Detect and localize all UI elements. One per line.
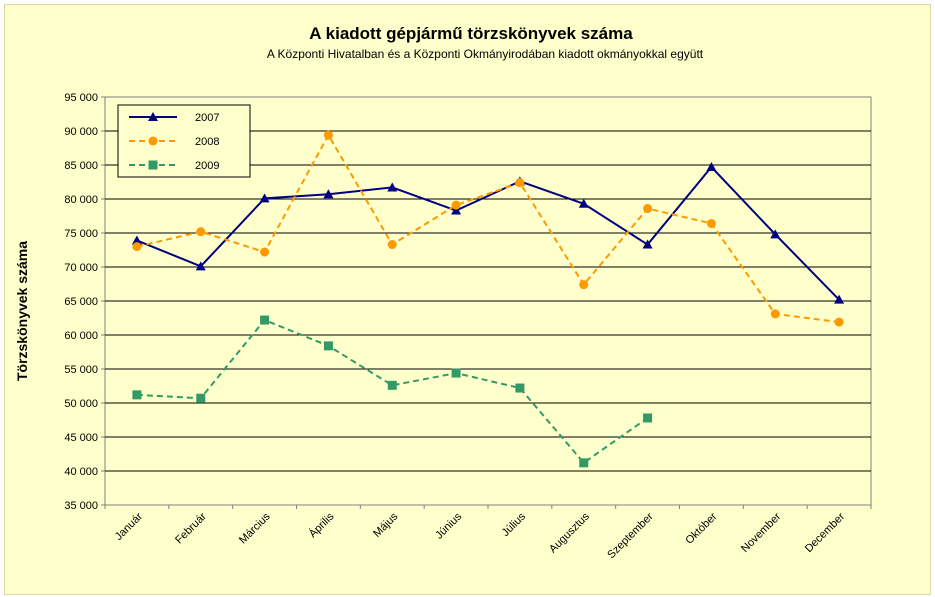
series-line: [136, 165, 840, 301]
data-point: [387, 240, 397, 250]
data-point: [148, 112, 158, 121]
data-point: [196, 393, 206, 403]
series-line: [136, 318, 649, 465]
x-tick-label: November: [739, 510, 784, 555]
data-point: [834, 317, 844, 327]
data-point: [770, 309, 780, 319]
y-tick-label: 70 000: [64, 262, 98, 274]
y-tick-label: 35 000: [64, 500, 98, 512]
y-tick-label: 75 000: [64, 228, 98, 240]
line-chart: A kiadott gépjármű törzskönyvek száma A …: [14, 24, 872, 561]
x-tick-label: Március: [237, 510, 273, 546]
x-tick-label: Július: [500, 510, 529, 539]
data-point: [515, 383, 525, 393]
series-line: [136, 133, 840, 324]
data-point: [148, 160, 158, 170]
x-tick-label: Január: [113, 510, 146, 543]
x-tick-labels: Január Február Március Április Május Június Jú…: [113, 510, 848, 561]
data-point: [706, 162, 717, 172]
data-point: [451, 205, 462, 215]
y-tick-label: 60 000: [64, 330, 98, 342]
data-point: [260, 247, 270, 257]
data-point: [515, 178, 525, 188]
data-point: [131, 235, 142, 245]
series-group: [131, 130, 845, 468]
legend: 2007 2008 2009: [117, 104, 251, 178]
x-tick-label: Június: [433, 510, 464, 541]
series-2009: [132, 315, 653, 468]
data-point: [196, 227, 206, 237]
data-point: [260, 315, 270, 325]
x-tick-label: Október: [683, 510, 719, 546]
data-point: [195, 261, 206, 271]
y-tick-label: 95 000: [64, 92, 98, 104]
y-tick-label: 65 000: [64, 296, 98, 308]
series-2008: [132, 130, 844, 327]
legend-box: [117, 104, 251, 178]
y-tick-label: 55 000: [64, 364, 98, 376]
data-point: [323, 189, 334, 199]
x-tick-label: Május: [371, 510, 401, 540]
y-axis-label: Törzskönyvek száma: [14, 241, 30, 381]
data-point: [387, 182, 398, 192]
data-point: [451, 368, 461, 378]
x-tick-label: December: [803, 510, 848, 555]
data-point: [132, 390, 142, 400]
series-2007: [131, 162, 845, 304]
data-point: [706, 218, 716, 228]
data-point: [642, 239, 653, 249]
y-tick-label: 50 000: [64, 398, 98, 410]
x-tick-label: Szeptember: [605, 510, 656, 561]
data-point: [323, 130, 333, 140]
data-point: [132, 242, 142, 252]
data-point: [770, 229, 781, 239]
data-point: [323, 341, 333, 351]
y-tick-label: 85 000: [64, 160, 98, 172]
chart-title: A kiadott gépjármű törzskönyvek száma: [309, 24, 633, 43]
data-point: [387, 380, 397, 390]
x-tick-label: Április: [306, 510, 337, 541]
data-point: [643, 204, 653, 214]
chart-subtitle: A Központi Hivatalban és a Központi Okmá…: [267, 47, 704, 61]
data-point: [643, 413, 653, 423]
legend-label: 2008: [195, 136, 219, 148]
data-point: [579, 458, 589, 468]
x-tick-label: Február: [173, 510, 209, 546]
y-tick-label: 90 000: [64, 126, 98, 138]
y-tick-label: 80 000: [64, 194, 98, 206]
y-tick-label: 40 000: [64, 466, 98, 478]
chart-frame: A kiadott gépjármű törzskönyvek száma A …: [4, 4, 931, 595]
y-tick-label: 45 000: [64, 432, 98, 444]
data-point: [578, 198, 589, 208]
y-tick-labels: 35 000 40 000 45 000 50 000 55 000 60 000 65 0…: [64, 92, 98, 512]
data-point: [579, 280, 589, 290]
legend-label: 2009: [195, 160, 219, 172]
data-point: [148, 136, 158, 146]
legend-label: 2007: [195, 112, 219, 124]
data-point: [451, 200, 461, 210]
x-tick-label: Augusztus: [547, 510, 592, 555]
data-point: [259, 193, 270, 203]
data-point: [834, 294, 845, 304]
